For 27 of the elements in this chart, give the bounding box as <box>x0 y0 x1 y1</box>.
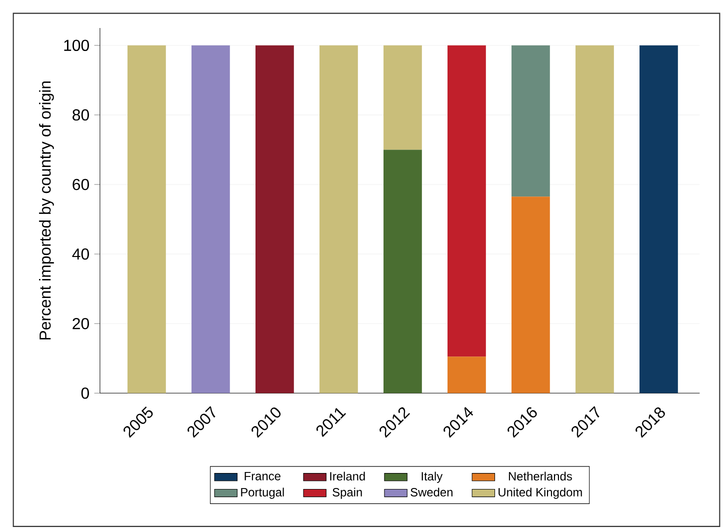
legend-label: France <box>244 472 280 480</box>
bar <box>319 45 358 394</box>
y-tick-label: 100 <box>64 40 89 51</box>
legend-label: Portugal <box>241 488 284 499</box>
bar <box>448 45 486 357</box>
y-tick-label: 0 <box>81 387 89 399</box>
bar <box>448 356 486 394</box>
bar <box>512 196 550 394</box>
legend-label: Spain <box>332 488 362 499</box>
y-axis-title: Percent imported by country of origin <box>39 81 54 340</box>
y-tick-label: 20 <box>72 318 89 330</box>
legend-label: Netherlands <box>508 472 572 480</box>
legend-label: Italy <box>422 472 443 483</box>
bar <box>512 45 550 197</box>
bar <box>255 45 294 394</box>
legend-label: Ireland <box>330 472 365 480</box>
bar <box>384 45 422 150</box>
bar <box>384 150 422 394</box>
legend-label: United Kingdom <box>498 488 582 499</box>
bar <box>640 45 678 394</box>
bar <box>191 45 230 394</box>
y-tick-label: 80 <box>72 109 89 121</box>
bar <box>127 45 166 394</box>
y-tick-label: 40 <box>72 248 89 260</box>
legend-label: Sweden <box>410 488 452 496</box>
y-tick-label: 60 <box>72 178 89 190</box>
bar <box>576 45 614 394</box>
